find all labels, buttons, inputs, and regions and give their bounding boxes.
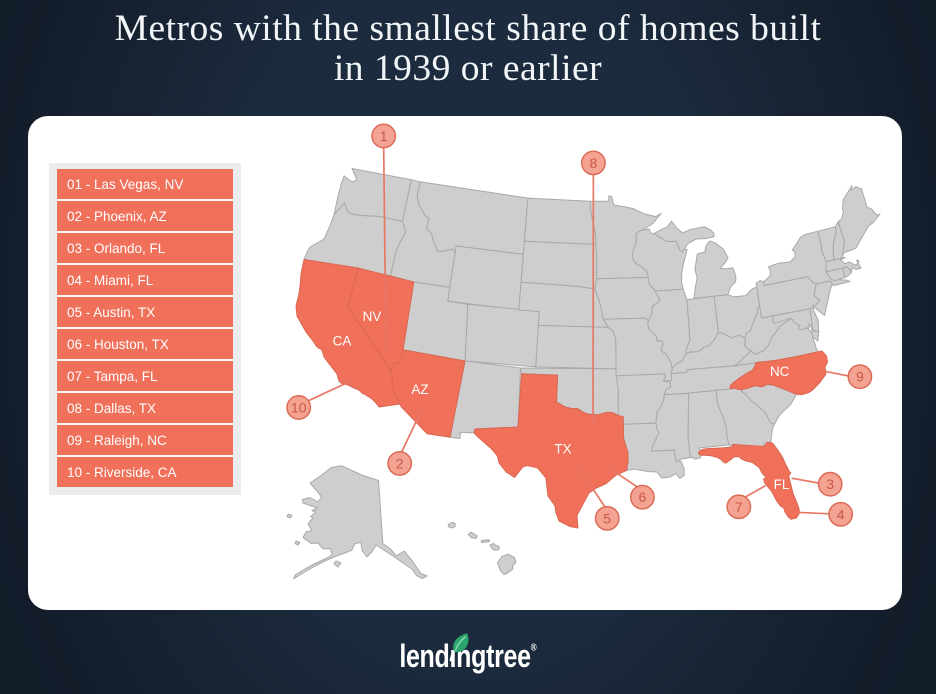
svg-text:8: 8 xyxy=(590,155,598,171)
svg-text:7: 7 xyxy=(735,499,743,515)
svg-text:4: 4 xyxy=(837,506,845,522)
svg-text:9: 9 xyxy=(856,369,864,385)
svg-text:CA: CA xyxy=(333,334,352,349)
svg-text:2: 2 xyxy=(396,455,404,471)
svg-text:3: 3 xyxy=(826,476,834,492)
svg-text:5: 5 xyxy=(603,510,611,526)
svg-text:NV: NV xyxy=(363,309,382,324)
svg-text:NC: NC xyxy=(770,364,790,379)
svg-text:FL: FL xyxy=(774,477,790,492)
svg-text:6: 6 xyxy=(639,489,647,505)
svg-text:10: 10 xyxy=(291,400,307,416)
svg-text:AZ: AZ xyxy=(411,382,428,397)
svg-text:TX: TX xyxy=(554,442,571,457)
svg-text:1: 1 xyxy=(380,128,388,144)
